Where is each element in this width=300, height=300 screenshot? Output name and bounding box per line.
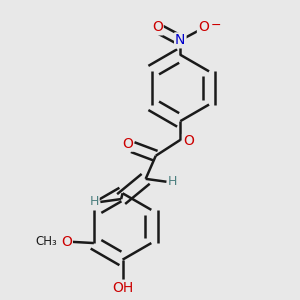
Text: O: O <box>198 20 209 34</box>
Text: O: O <box>61 235 72 249</box>
Text: −: − <box>211 19 221 32</box>
Text: H: H <box>168 175 178 188</box>
Text: H: H <box>89 195 99 208</box>
Text: O: O <box>152 20 163 34</box>
Text: N: N <box>175 33 185 47</box>
Text: OH: OH <box>112 280 133 295</box>
Text: O: O <box>122 137 133 151</box>
Text: O: O <box>183 134 194 148</box>
Text: CH₃: CH₃ <box>35 235 57 248</box>
